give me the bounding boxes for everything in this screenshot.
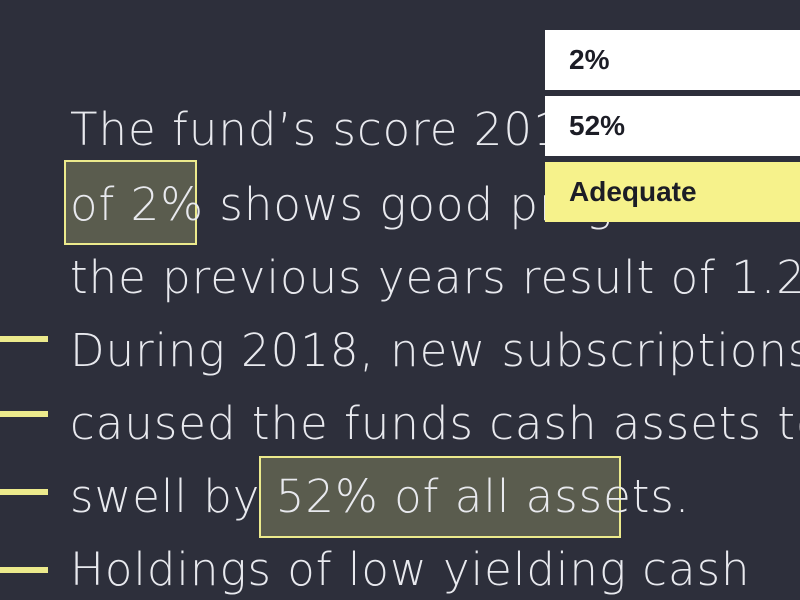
line-marker [0,411,48,417]
line-marker [0,489,48,495]
answer-option-label: 52% [569,110,626,141]
text-line-7: Holdings of low yielding cash [70,543,751,596]
answer-option-adequate[interactable]: Adequate [545,162,800,222]
text-line-5: caused the funds cash assets to [70,397,800,450]
text-line-4: During 2018, new subscriptions [70,324,800,377]
text-line-3: the previous years result of 1.2%. [70,251,800,304]
answer-option-label: Adequate [569,176,697,207]
text-line-6: swell by 52% of all assets. [70,470,691,523]
highlight-2-percent[interactable] [64,160,197,245]
line-marker [0,336,48,342]
answer-option-2-percent[interactable]: 2% [545,30,800,90]
highlight-52-percent-of-all-assets[interactable] [259,456,621,538]
answer-option-52-percent[interactable]: 52% [545,96,800,156]
line-marker [0,567,48,573]
text-line-2: of 2% shows good prog [70,178,614,231]
answer-option-label: 2% [569,44,610,75]
text-line-1: The fund’s score 2018 [70,103,593,156]
